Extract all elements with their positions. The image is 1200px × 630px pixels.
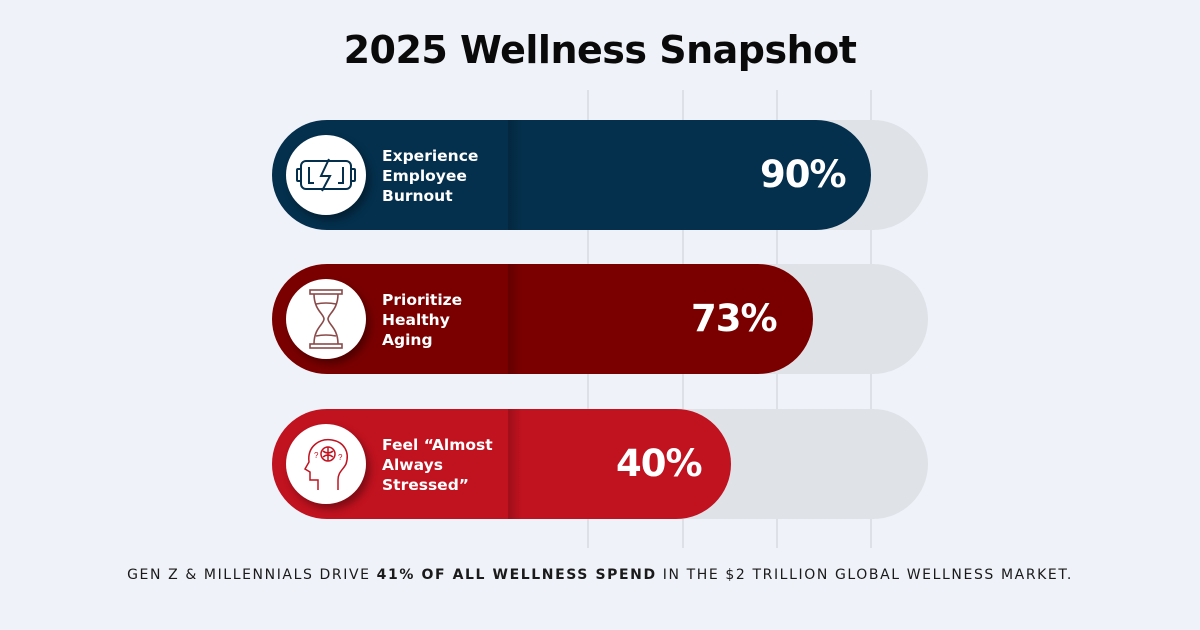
bar-stressed: ? ? Feel “Almost Always Stressed” 40%	[272, 409, 731, 519]
chart-title: 2025 Wellness Snapshot	[343, 28, 857, 72]
bar-value: 40%	[616, 442, 703, 485]
svg-text:?: ?	[338, 453, 343, 462]
svg-text:?: ?	[314, 451, 319, 460]
bar-burnout: Experience Employee Burnout 90%	[272, 120, 871, 230]
bar-label: Experience Employee Burnout	[382, 147, 479, 205]
bar-label: Feel “Almost Always Stressed”	[382, 436, 493, 494]
bar-label: Prioritize Healthy Aging	[382, 291, 463, 349]
bar-healthy-aging: Prioritize Healthy Aging 73%	[272, 264, 813, 374]
bar-value: 73%	[691, 297, 778, 340]
footer-note: GEN Z & MILLENNIALS DRIVE 41% OF ALL WEL…	[127, 567, 1073, 583]
stressed-head-icon: ? ?	[286, 424, 366, 504]
hourglass-icon	[286, 279, 366, 359]
battery-lightning-icon	[286, 135, 366, 215]
bar-shade	[508, 409, 522, 519]
bar-shade	[508, 264, 522, 374]
bar-shade	[508, 120, 522, 230]
bar-value: 90%	[760, 153, 847, 196]
